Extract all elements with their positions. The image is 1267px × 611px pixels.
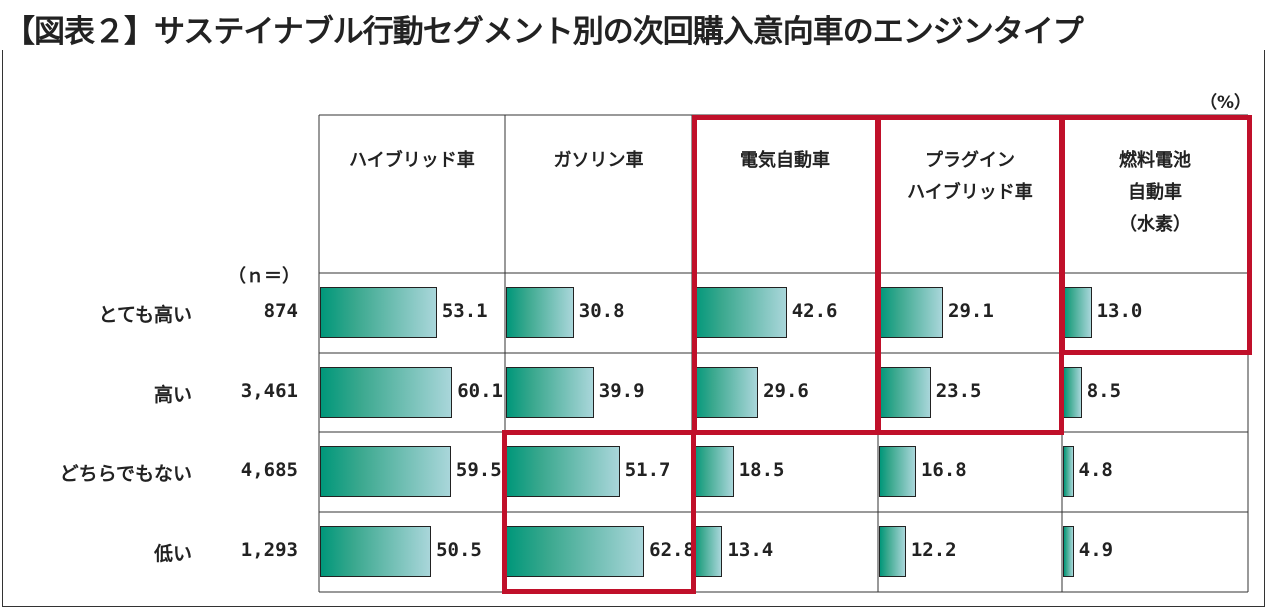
row-label: 低い: [153, 543, 192, 565]
row-label: とても高い: [98, 304, 192, 326]
unit-label: （%）: [1200, 93, 1252, 113]
data-label: 51.7: [624, 459, 671, 481]
highlight-box: [1060, 115, 1252, 355]
bar: [1063, 367, 1082, 418]
bar: [320, 367, 453, 418]
column-header: プラグイン ハイブリッド車: [907, 150, 1033, 203]
data-label: 13.0: [1096, 300, 1143, 322]
row-label: 高い: [153, 384, 192, 406]
bar: [1063, 287, 1092, 338]
data-label: 59.5: [455, 459, 502, 481]
data-label: 4.9: [1078, 539, 1114, 561]
data-label: 42.6: [791, 300, 838, 322]
bar: [879, 367, 931, 418]
bar: [506, 446, 620, 497]
data-label: 29.1: [948, 300, 994, 322]
chart-title: 【図表２】サステイナブル行動セグメント別の次回購入意向車のエンジンタイプ: [4, 14, 1084, 50]
chart-frame: [2, 50, 1265, 607]
column-header: ハイブリッド車: [349, 150, 475, 171]
bar: [506, 367, 594, 418]
column-header: ガソリン車: [553, 150, 644, 171]
sample-size: 3,461: [240, 380, 298, 402]
data-label: 62.8: [649, 539, 695, 561]
bar: [879, 526, 906, 577]
sample-size: 874: [263, 300, 298, 322]
data-label: 50.5: [436, 539, 482, 561]
data-label: 23.5: [935, 380, 982, 402]
bar: [693, 367, 759, 418]
bar: [693, 526, 723, 577]
column-header: 電気自動車: [740, 150, 830, 171]
bar: [506, 526, 645, 577]
sample-size: 4,685: [240, 459, 298, 481]
data-label: 60.1: [457, 380, 503, 402]
highlight-box: [502, 430, 696, 594]
bar: [1063, 446, 1074, 497]
bar: [693, 446, 734, 497]
bar: [879, 287, 944, 338]
data-label: 53.1: [441, 300, 488, 322]
bar: [879, 446, 916, 497]
bar: [693, 287, 787, 338]
data-label: 18.5: [738, 459, 785, 481]
data-label: 4.8: [1078, 459, 1113, 481]
sample-size: 1,293: [240, 539, 298, 561]
data-label: 16.8: [920, 459, 967, 481]
data-label: 29.6: [763, 380, 809, 402]
bar: [320, 287, 437, 338]
bar: [320, 446, 451, 497]
data-label: 12.2: [910, 539, 957, 561]
data-label: 39.9: [598, 380, 645, 402]
bar: [506, 287, 574, 338]
bar: [1063, 526, 1074, 577]
column-header: 燃料電池 自動車 （水素）: [1119, 150, 1191, 235]
data-label: 8.5: [1086, 380, 1122, 402]
bar: [320, 526, 432, 577]
data-label: 30.8: [578, 300, 625, 322]
row-label: どちらでもない: [59, 463, 192, 485]
highlight-box: [876, 115, 1064, 435]
n-label: （ｎ＝）: [228, 266, 300, 287]
data-label: 13.4: [727, 539, 774, 561]
highlight-box: [692, 115, 880, 435]
